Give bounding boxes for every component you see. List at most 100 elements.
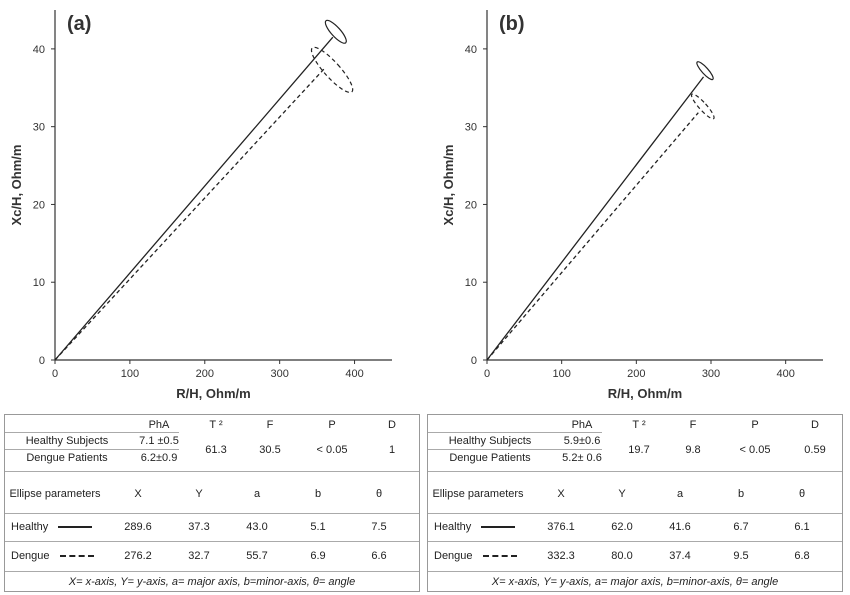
col-header: Y	[195, 488, 203, 500]
y-tick-label: 30	[465, 122, 477, 134]
y-tick-label: 10	[465, 277, 477, 289]
stats-table-b: PhA T ² F P D Healthy Subjects 5.9±0.6 D…	[427, 414, 843, 592]
col-header: T ²	[209, 419, 223, 431]
cell-b: 6.9	[310, 550, 326, 562]
cell-b: 6.7	[733, 521, 749, 533]
col-header: b	[314, 488, 322, 500]
series-line-1	[54, 36, 334, 361]
panel-label: (b)	[499, 13, 525, 35]
col-header: PhA	[571, 419, 593, 431]
col-header: a	[253, 488, 261, 500]
x-axis-label: R/H, Ohm/m	[176, 386, 250, 401]
confidence-ellipse-1	[324, 19, 347, 44]
series-label: Dengue	[11, 550, 50, 562]
ellipse-params-label: Ellipse parameters	[432, 487, 524, 500]
pha-value: 7.1 ±0.5	[139, 435, 179, 447]
x-tick-label: 0	[484, 368, 490, 380]
pha-value: 5.9±0.6	[563, 435, 601, 447]
x-tick-label: 400	[345, 368, 363, 380]
chart-a: 0 100 200 300 400 0 10 20 30 40 R/H, Ohm/m Xc/H, Oh…	[9, 10, 392, 401]
pha-value: 6.2±0.9	[140, 452, 178, 464]
table-row: Dengue Patients 5.2± 0.6	[428, 450, 842, 466]
cell-x: 376.1	[547, 521, 575, 533]
cell-y: 37.3	[188, 521, 210, 533]
panel-b: 0 100 200 300 400 0 10 20 30 40 R/H, Ohm/m Xc/H, Oh…	[425, 0, 850, 595]
y-tick-label: 20	[33, 199, 45, 211]
cell-b: 9.5	[733, 550, 749, 562]
col-header: Y	[618, 488, 626, 500]
y-tick-label: 20	[465, 199, 477, 211]
stats-table-a: PhA T ² F P D Healthy Subjects 7.1 ±0.5 …	[4, 414, 420, 592]
x-tick-label: 400	[776, 368, 794, 380]
series-line-2	[54, 67, 326, 361]
p-value: < 0.05	[739, 443, 771, 456]
ellipse-header-row: Ellipse parameters X Y a b θ	[5, 477, 419, 511]
p-value: < 0.05	[316, 443, 348, 456]
d-value: 1	[388, 443, 396, 456]
ellipse-header-row: Ellipse parameters X Y a b θ	[428, 477, 842, 511]
cell-x: 289.6	[124, 521, 152, 533]
cell-a: 43.0	[246, 521, 268, 533]
series-label: Dengue	[434, 550, 473, 562]
t2-value: 61.3	[205, 443, 227, 456]
t2-value: 19.7	[628, 443, 650, 456]
chart-b: 0 100 200 300 400 0 10 20 30 40 R/H, Ohm/m Xc/H, Oh…	[441, 10, 823, 401]
col-header: D	[388, 419, 396, 431]
col-header: PhA	[148, 419, 170, 431]
col-header: a	[676, 488, 684, 500]
cell-theta: 6.6	[371, 550, 387, 562]
x-tick-label: 300	[702, 368, 720, 380]
cell-y: 80.0	[611, 550, 633, 562]
group-label: Healthy Subjects	[448, 435, 532, 447]
x-tick-label: 0	[52, 368, 58, 380]
x-tick-label: 100	[121, 368, 139, 380]
x-tick-label: 200	[627, 368, 645, 380]
col-header: P	[328, 419, 336, 431]
ellipse-params-label: Ellipse parameters	[9, 487, 101, 500]
table-header-row: PhA T ² F P D	[5, 417, 419, 433]
group-label: Dengue Patients	[26, 452, 108, 464]
stats-values: 19.7 9.8 < 0.05 0.59	[612, 433, 842, 466]
dashed-line-icon	[59, 555, 94, 558]
f-value: 30.5	[259, 443, 281, 456]
table-row: Dengue Patients 6.2±0.9	[5, 450, 419, 466]
confidence-ellipse-2	[690, 93, 715, 120]
cell-x: 332.3	[547, 550, 575, 562]
cell-x: 276.2	[124, 550, 152, 562]
col-header: X	[134, 488, 142, 500]
solid-line-icon	[58, 526, 93, 529]
table-row: Healthy Subjects 7.1 ±0.5	[5, 433, 419, 449]
table-row: Healthy 376.1 62.0 41.6 6.7 6.1	[428, 515, 842, 539]
solid-line-icon	[481, 526, 516, 529]
y-tick-label: 10	[33, 277, 45, 289]
series-label: Healthy	[11, 521, 49, 533]
panel-label: (a)	[67, 13, 91, 35]
series-line-2	[486, 112, 699, 361]
group-label: Dengue Patients	[449, 452, 531, 464]
col-header: X	[557, 488, 565, 500]
dashed-line-icon	[482, 555, 517, 558]
table-row: Dengue 332.3 80.0 37.4 9.5 6.8	[428, 544, 842, 568]
cell-a: 41.6	[669, 521, 691, 533]
col-header: b	[737, 488, 745, 500]
x-axis-label: R/H, Ohm/m	[608, 386, 682, 401]
y-tick-label: 30	[33, 122, 45, 134]
d-value: 0.59	[804, 443, 826, 456]
table-footnote: X= x-axis, Y= y-axis, a= major axis, b=m…	[68, 576, 356, 588]
y-tick-label: 40	[33, 44, 45, 56]
table-row: Dengue 276.2 32.7 55.7 6.9 6.6	[5, 544, 419, 568]
confidence-ellipse-1	[696, 61, 714, 81]
table-footnote: X= x-axis, Y= y-axis, a= major axis, b=m…	[491, 576, 779, 588]
y-tick-label: 0	[471, 355, 477, 367]
col-header: F	[689, 419, 697, 431]
col-header: D	[811, 419, 819, 431]
y-tick-label: 0	[39, 355, 45, 367]
cell-b: 5.1	[310, 521, 326, 533]
table-header-row: PhA T ² F P D	[428, 417, 842, 433]
y-axis-label: Xc/H, Ohm/m	[9, 145, 24, 226]
group-label: Healthy Subjects	[25, 435, 109, 447]
table-row: Healthy 289.6 37.3 43.0 5.1 7.5	[5, 515, 419, 539]
col-header: F	[266, 419, 274, 431]
col-header: P	[751, 419, 759, 431]
y-tick-label: 40	[465, 44, 477, 56]
